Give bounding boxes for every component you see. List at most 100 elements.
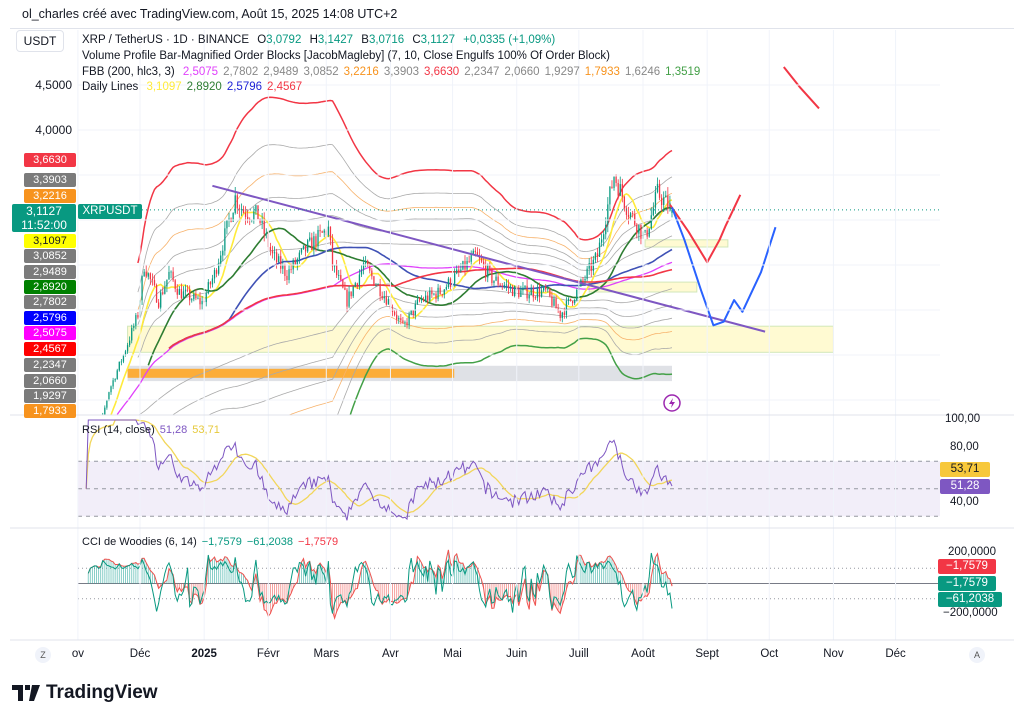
candle-body [191,299,193,301]
candle-body [520,290,522,297]
candle-body [623,196,626,209]
candle-body [555,298,557,309]
candle-body [364,260,367,264]
candle-body [497,276,499,285]
time-axis-label: 2025 [191,648,217,660]
candle-body [180,289,183,299]
candle-body [327,226,330,236]
candle-body [184,289,187,292]
cci-legend[interactable]: CCI de Woodies (6, 14) −1,7579 −61,2038 −1,… [82,536,339,548]
candle-body [420,299,423,301]
candle-body [646,230,648,237]
candle-body [244,213,247,217]
candle-body [114,379,116,381]
candle-body [238,208,241,210]
cci-tick: −200,0000 [943,607,998,619]
fbb-value: 1,3519 [665,66,701,78]
candle-body [108,392,110,401]
fbb-value: 2,2347 [464,66,500,78]
candle-body [636,224,638,234]
change-value: +0,0335 (+1,09%) [463,34,556,46]
rsi-ma-line [85,419,673,514]
close-value: 3,1127 [420,34,455,46]
candle-body [319,229,321,232]
candle-body [412,310,414,315]
candle-body [273,252,276,254]
candle-body [129,340,131,346]
indicator-legend-order-blocks[interactable]: Volume Profile Bar-Magnified Order Block… [82,50,610,62]
candle-body [86,444,87,446]
price-tag: 3,3903 [24,173,76,187]
price-tag: 2,0660 [24,374,76,388]
zoom-reset-button[interactable]: Z [35,647,51,663]
time-axis-label: Oct [760,648,779,660]
candle-body [102,414,104,415]
volume-profile-poc [127,368,455,378]
candle-body [665,195,667,198]
candle-body [611,186,613,189]
symbol-legend[interactable]: XRP / TetherUS · 1D · BINANCE O3,0792 H3… [82,34,556,46]
candle-body [155,285,158,303]
candle-body [410,310,412,315]
candle-body [598,242,601,257]
candle-body [476,252,479,256]
candle-body [211,278,214,285]
currency-unit-button[interactable]: USDT [16,30,64,52]
candle-body [540,290,543,297]
candle-body [228,218,230,220]
candle-body [480,258,483,262]
candle-body [137,315,139,318]
candle-body [574,300,576,304]
price-tick: 4,0000 [35,123,72,137]
candle-body [406,322,408,326]
candle-body [112,380,114,387]
candle-body [178,289,180,295]
candle-body [402,320,404,323]
candle-body [383,296,385,299]
candle-body [499,284,501,286]
rsi-band-fill [78,461,940,517]
candle-body [147,273,149,277]
candle-body [278,256,280,263]
price-tag: 2,5075 [24,326,76,340]
candle-body [271,250,274,254]
candle-body [576,289,578,301]
candle-body [126,345,129,352]
candle-body [505,284,508,286]
candle-body [151,279,154,281]
auto-scale-button[interactable]: A [969,647,985,663]
candle-body [387,299,390,305]
candle-body [294,260,296,265]
candle-body [493,280,495,283]
candle-body [313,236,315,251]
indicator-legend-fbb[interactable]: FBB (200, hlc3, 3) 2,5075 2,7802 2,9489 3,0… [82,66,701,78]
rsi-legend[interactable]: RSI (14, close) 51,28 53,71 [82,424,220,436]
candle-body [381,296,383,299]
candle-body [197,297,199,299]
candle-body [435,293,437,300]
rsi-ma-tag: 53,71 [940,462,990,477]
rsi-value: 51,28 [159,424,188,436]
candle-body [396,314,398,320]
candle-body [104,407,106,415]
candle-body [172,271,174,281]
fbb-band-line [138,283,673,415]
candle-body [460,269,462,272]
time-axis-label: Avr [381,648,399,660]
candle-body [458,269,460,272]
candle-body [352,286,354,297]
candle-body [298,252,301,260]
indicator-legend-daily-lines[interactable]: Daily Lines 3,1097 2,8920 2,5796 2,4567 [82,81,303,93]
candle-body [534,297,537,299]
candle-body [590,263,592,271]
candle-body [116,370,118,380]
candle-body [526,285,528,299]
candle-body [124,351,127,355]
candle-body [429,290,431,301]
candle-body [603,234,605,240]
price-tag: 1,9297 [24,389,76,403]
candle-body [511,286,514,297]
fbb-value: 1,9297 [544,66,580,78]
candle-body [242,209,245,214]
